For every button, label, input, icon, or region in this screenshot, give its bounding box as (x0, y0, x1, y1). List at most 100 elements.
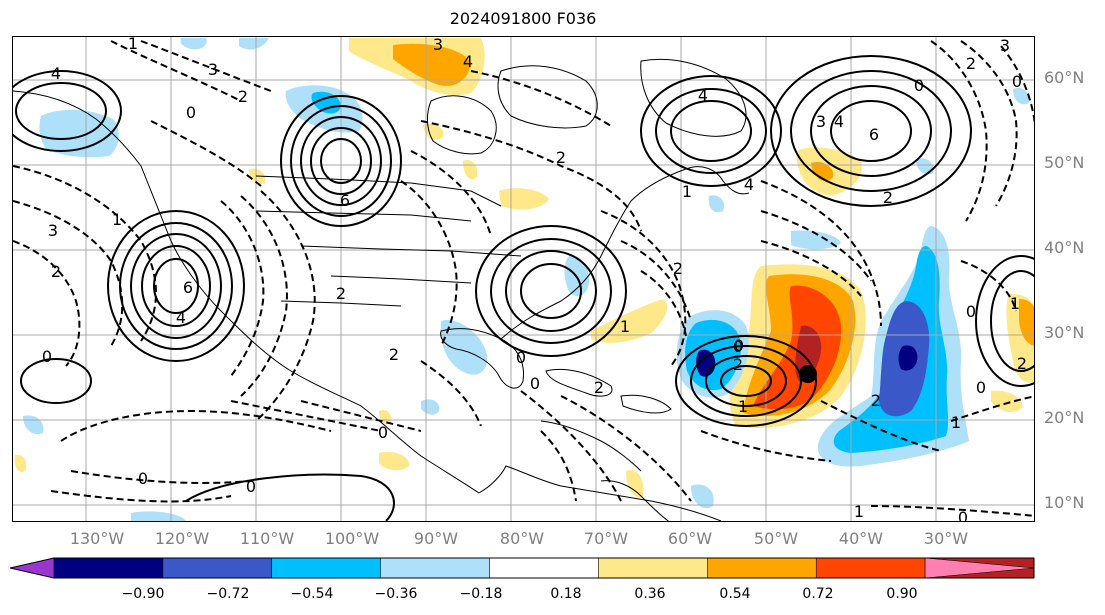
colorbar-segment (598, 557, 708, 579)
map-title: 2024091800 F036 (449, 9, 597, 28)
contour-high-north-atlantic-2 (790, 70, 952, 192)
colorbar (10, 557, 1035, 579)
contour-east-pacific (20, 358, 92, 404)
lon-label: 120°W (154, 529, 210, 548)
contour-storm-2 (690, 345, 802, 417)
cool-anomaly-mid-atlantic-small (791, 230, 841, 250)
contour-high-canada-2 (655, 88, 767, 174)
cool-anomaly-greenland (1013, 87, 1030, 105)
contour-label: 0 (966, 302, 976, 321)
cool-anomaly-small-top-right (239, 38, 269, 50)
warm-anomaly-lake-small (463, 159, 478, 180)
contour-storm-3 (705, 355, 787, 407)
warm-anomaly-central-america (379, 451, 410, 471)
contour-label: 0 (186, 103, 196, 122)
contour-label: 0 (914, 76, 924, 95)
contour-label: 1 (738, 397, 748, 416)
colorbar-segment (815, 557, 926, 579)
contour-label: 2 (238, 87, 248, 106)
contour-high-great-lakes-1 (280, 95, 402, 227)
contour-high-alaska-1 (13, 70, 122, 152)
contour-label: 2 (673, 259, 683, 278)
contour-bottom-zero (185, 473, 395, 521)
cool-anomaly-gulf (440, 320, 488, 375)
contour-label: 0 (516, 348, 526, 367)
colorbar-tick: −0.36 (374, 586, 418, 602)
storm-center-marker (799, 365, 817, 383)
contour-label: 1 (1010, 294, 1020, 313)
contour-label: 3 (208, 60, 218, 79)
contour-label: 0 (958, 508, 968, 522)
cool-anomaly-east-atlantic-core (898, 345, 918, 371)
map-canvas: 1 4 3 2 3 4 0 6 2 3 2 6 4 0 1 2 2 0 0 0 … (13, 37, 1034, 522)
contour-label: 0 (246, 477, 256, 496)
cool-anomaly-epac-small (23, 415, 44, 435)
colorbar-segment (53, 557, 164, 579)
contour-label: 1 (951, 413, 961, 432)
contour-label: 0 (378, 423, 388, 442)
contour-label: 0 (1012, 72, 1022, 91)
map-panel: 1 4 3 2 3 4 0 6 2 3 2 6 4 0 1 2 2 0 0 0 … (12, 36, 1035, 522)
lat-label: 60°N (1044, 68, 1085, 87)
contour-high-north-atlantic-1 (770, 55, 972, 207)
colorbar-tick: −0.72 (206, 586, 250, 602)
contour-high-west-3 (130, 233, 222, 339)
colorbar-extend-high (924, 557, 1035, 579)
contour-high-north-atlantic-4 (830, 100, 912, 162)
cool-anomaly-newfoundland (708, 195, 725, 213)
lon-label: 110°W (239, 529, 295, 548)
contour-label: 2 (1017, 354, 1027, 373)
cool-anomaly-bottom-left (131, 511, 186, 521)
cool-anomaly-south-america (691, 484, 714, 509)
colorbar-tick: 0.36 (634, 586, 666, 602)
colorbar-tick: 0.72 (802, 586, 834, 602)
contour-high-north-atlantic-3 (810, 85, 932, 177)
lat-label: 50°N (1044, 153, 1085, 172)
colorbar-tick: −0.90 (121, 586, 165, 602)
lon-label: 80°W (499, 529, 545, 548)
contour-high-great-lakes-5 (320, 138, 362, 184)
negative-height-contours (13, 40, 1034, 517)
warm-anomaly-south-america (626, 469, 644, 498)
lon-label: 100°W (324, 529, 380, 548)
contour-label: 6 (340, 191, 350, 210)
contour-label: 1 (620, 317, 630, 336)
contour-far-east-1 (975, 255, 1034, 387)
contour-label: 0 (42, 347, 52, 366)
contour-label: 1 (128, 37, 138, 53)
coastlines (13, 58, 750, 521)
contour-high-great-lakes-3 (300, 116, 382, 206)
contour-label: 0 (138, 469, 148, 488)
contour-label: 4 (176, 308, 186, 327)
contour-label: 2 (594, 378, 604, 397)
lon-label: 30°W (923, 529, 969, 548)
contour-storm-1 (675, 335, 817, 427)
contour-label: 4 (834, 112, 844, 131)
warm-anomaly-lakes (499, 188, 549, 210)
contour-label: 2 (336, 284, 346, 303)
contour-label: 0 (734, 336, 744, 355)
cool-anomaly-small-top (180, 38, 207, 50)
colorbar-segment (162, 557, 273, 579)
contour-label: 0 (733, 337, 743, 356)
lon-label: 60°W (667, 529, 713, 548)
contour-label: 1 (682, 182, 692, 201)
contour-high-east-coast-4 (520, 263, 582, 319)
contour-high-canada-3 (670, 100, 752, 162)
lat-label: 40°N (1044, 238, 1085, 257)
contour-label: 1 (112, 210, 122, 229)
contour-label: 3 (816, 112, 826, 131)
contour-label: 0 (976, 378, 986, 397)
lon-label: 70°W (583, 529, 629, 548)
contour-high-west-1 (107, 210, 245, 362)
lat-label: 30°N (1044, 323, 1085, 342)
contour-label: 4 (698, 86, 708, 105)
contour-label: 6 (869, 125, 879, 144)
colorbar-tick: 0.18 (550, 586, 582, 602)
contour-high-west-5 (153, 258, 199, 314)
contour-high-east-coast-3 (505, 250, 597, 332)
contour-labels: 1 4 3 2 3 4 0 6 2 3 2 6 4 0 1 2 2 0 0 0 … (42, 37, 1027, 522)
lon-label: 130°W (69, 529, 125, 548)
colorbar-tick: −0.18 (459, 586, 503, 602)
contour-storm-4 (720, 365, 772, 397)
